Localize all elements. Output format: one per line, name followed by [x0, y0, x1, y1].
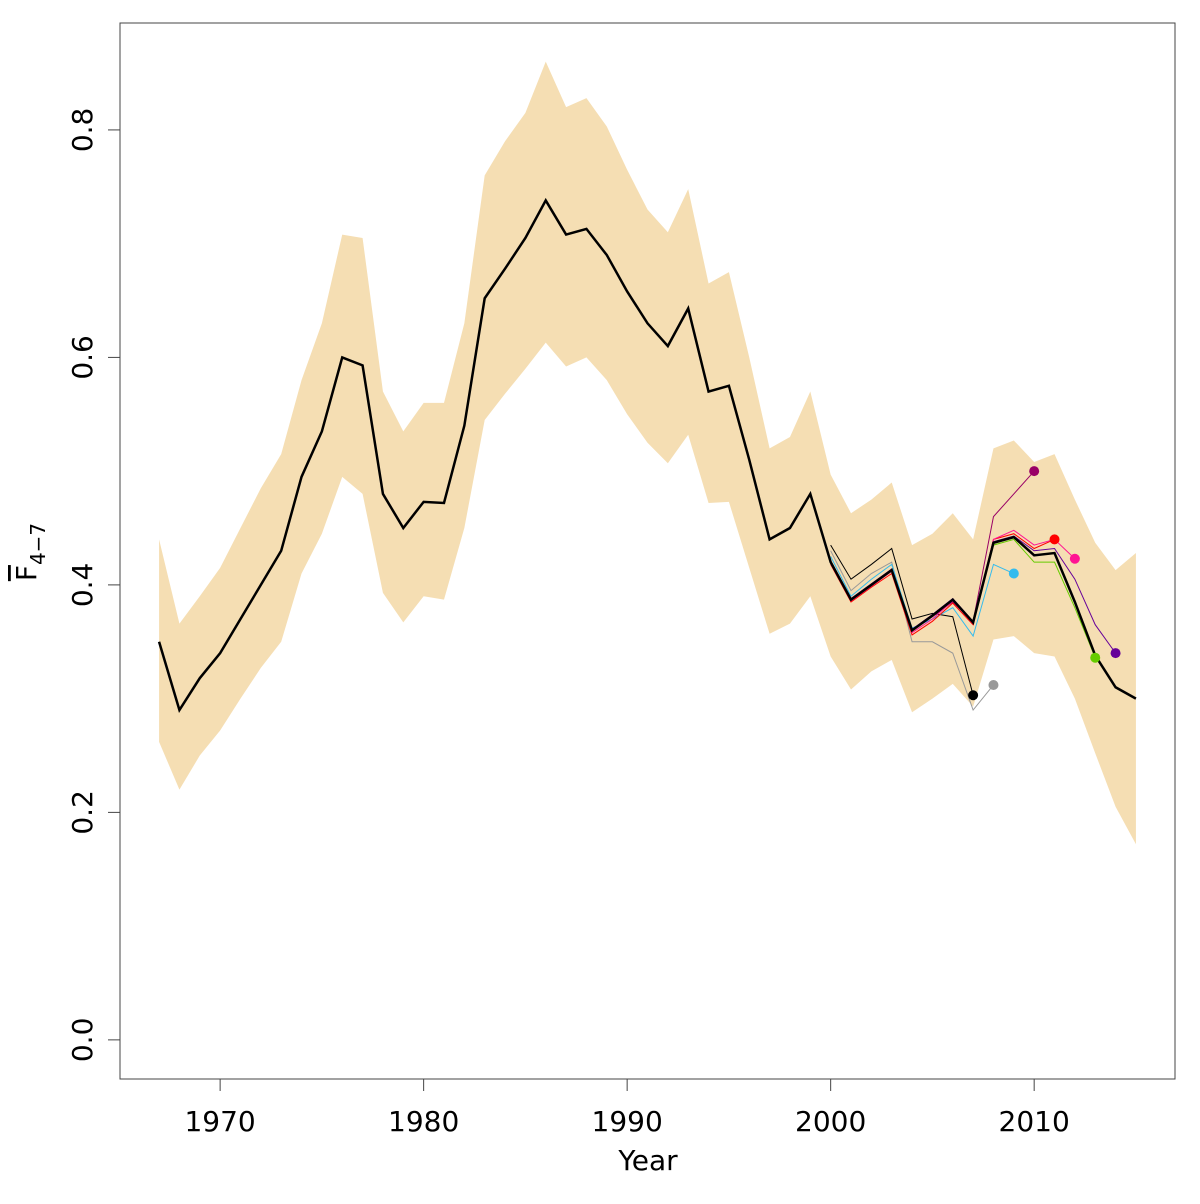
terminal-point [1069, 553, 1080, 564]
y-tick-label: 0.2 [66, 790, 99, 835]
terminal-point [968, 690, 979, 701]
terminal-point [1049, 534, 1060, 545]
x-tick-label: 1970 [184, 1105, 255, 1138]
x-axis-label: Year [617, 1144, 678, 1177]
confidence-band [159, 61, 1136, 845]
retro-line [830, 533, 1055, 636]
x-tick-label: 1990 [592, 1105, 663, 1138]
retro-line [830, 544, 974, 696]
plot-frame [119, 22, 1176, 1080]
y-axis-label-main: F [10, 565, 43, 581]
x-tick-label: 2010 [999, 1105, 1070, 1138]
y-tick-label: 0.8 [66, 108, 99, 153]
terminal-point [988, 679, 999, 690]
terminal-point [1008, 568, 1019, 579]
terminal-point [1090, 652, 1101, 663]
terminal-point [1029, 466, 1040, 477]
retro-line [830, 550, 994, 712]
main-line [157, 197, 1137, 713]
y-axis-label: F4−7 [10, 523, 50, 581]
x-tick-label: 2000 [795, 1105, 866, 1138]
y-axis-label-subscript: 4−7 [26, 523, 50, 565]
x-tick-label: 1980 [388, 1105, 459, 1138]
y-tick-label: 0.6 [66, 335, 99, 380]
terminal-point [1110, 648, 1121, 659]
y-tick-label: 0.4 [66, 563, 99, 608]
plot-area [157, 61, 1137, 845]
y-tick-label: 0.0 [66, 1018, 99, 1063]
